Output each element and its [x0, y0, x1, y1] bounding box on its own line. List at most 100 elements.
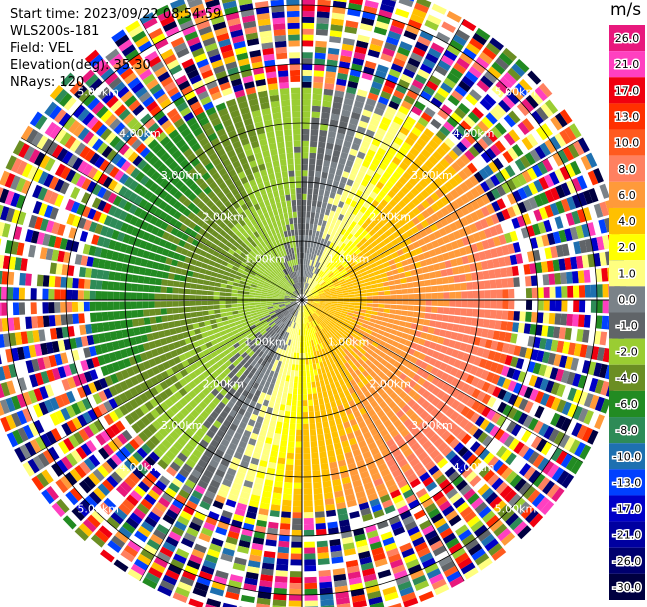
velocity-gate — [273, 384, 280, 392]
velocity-gate — [505, 512, 519, 527]
velocity-gate — [95, 280, 103, 290]
velocity-gate — [306, 217, 310, 224]
velocity-gate — [352, 181, 360, 190]
velocity-gate — [358, 502, 370, 511]
velocity-gate — [405, 276, 413, 283]
velocity-gate — [282, 499, 292, 507]
velocity-gate — [333, 368, 340, 376]
velocity-gate — [321, 201, 328, 209]
velocity-gate — [312, 273, 317, 280]
velocity-gate — [294, 370, 299, 377]
velocity-gate — [389, 25, 404, 35]
velocity-gate — [412, 241, 421, 249]
velocity-gate — [434, 247, 442, 256]
velocity-gate — [566, 196, 577, 211]
velocity-gate — [483, 228, 493, 239]
velocity-gate — [368, 272, 375, 278]
velocity-gate — [507, 380, 517, 392]
velocity-gate — [331, 294, 338, 297]
velocity-gate — [329, 264, 336, 271]
velocity-gate — [365, 328, 373, 335]
velocity-gate — [136, 301, 143, 309]
velocity-gate — [310, 375, 315, 383]
velocity-gate — [485, 491, 499, 505]
velocity-gate — [321, 320, 328, 327]
velocity-gate — [377, 264, 385, 270]
velocity-gate — [506, 420, 517, 434]
velocity-gate — [375, 319, 382, 325]
velocity-gate — [491, 61, 506, 75]
velocity-gate — [290, 339, 294, 347]
velocity-gate — [487, 455, 500, 469]
velocity-gate — [490, 174, 501, 187]
velocity-gate — [317, 434, 325, 441]
velocity-gate — [424, 460, 436, 471]
velocity-gate — [370, 413, 380, 423]
velocity-gate — [450, 200, 460, 211]
velocity-gate — [436, 426, 447, 437]
velocity-gate — [351, 316, 359, 321]
velocity-gate — [213, 305, 220, 310]
velocity-gate — [399, 254, 407, 262]
velocity-gate — [517, 371, 527, 383]
velocity-gate — [355, 40, 369, 49]
velocity-gate — [312, 320, 317, 327]
velocity-gate — [547, 232, 556, 246]
velocity-gate — [318, 231, 324, 239]
velocity-gate — [487, 473, 500, 487]
velocity-gate — [323, 276, 330, 282]
velocity-gate — [374, 558, 388, 568]
velocity-gate — [445, 510, 459, 522]
velocity-gate — [334, 238, 341, 246]
velocity-gate — [410, 569, 425, 580]
velocity-gate — [501, 342, 510, 354]
velocity-gate — [414, 41, 429, 52]
velocity-gate — [396, 438, 407, 448]
velocity-gate — [347, 192, 355, 200]
velocity-gate — [397, 505, 410, 515]
velocity-gate — [313, 313, 318, 319]
velocity-gate — [457, 170, 468, 181]
velocity-gate — [302, 40, 314, 47]
velocity-gate — [534, 390, 545, 404]
velocity-gate — [329, 329, 336, 335]
velocity-gate — [316, 277, 322, 283]
velocity-gate — [302, 288, 304, 295]
velocity-gate — [243, 303, 250, 307]
velocity-gate — [525, 300, 533, 311]
velocity-gate — [308, 176, 314, 183]
velocity-gate — [360, 237, 368, 245]
velocity-gate — [422, 476, 434, 487]
velocity-gate — [354, 361, 362, 369]
velocity-gate — [544, 338, 553, 351]
velocity-gate — [321, 348, 326, 355]
velocity-gate — [448, 177, 459, 188]
velocity-gate — [469, 175, 480, 187]
velocity-gate — [478, 506, 492, 519]
velocity-gate — [302, 329, 304, 336]
velocity-gate — [398, 209, 407, 218]
velocity-gate — [314, 64, 325, 71]
velocity-gate — [305, 317, 309, 324]
velocity-gate — [326, 509, 337, 517]
velocity-gate — [426, 393, 436, 403]
velocity-gate — [424, 144, 435, 155]
velocity-gate — [478, 51, 493, 65]
velocity-gate — [408, 294, 415, 300]
velocity-gate — [362, 450, 372, 460]
velocity-gate — [354, 305, 361, 309]
velocity-gate — [468, 128, 481, 141]
velocity-gate — [213, 300, 220, 305]
velocity-gate — [101, 280, 109, 290]
velocity-gate — [539, 142, 552, 157]
velocity-gate — [403, 376, 412, 385]
velocity-gate — [307, 301, 314, 304]
velocity-gate — [114, 320, 122, 330]
velocity-gate — [285, 375, 291, 382]
velocity-gate — [431, 166, 442, 177]
velocity-gate — [542, 274, 550, 286]
velocity-gate — [341, 415, 349, 424]
velocity-gate — [280, 440, 288, 447]
velocity-gate — [306, 293, 312, 297]
velocity-gate — [313, 301, 320, 304]
